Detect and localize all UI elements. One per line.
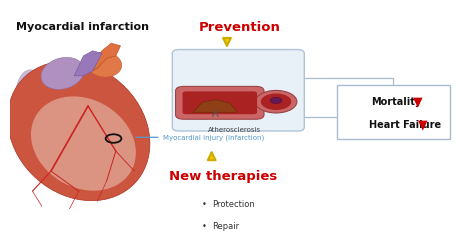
Text: Mortality: Mortality — [372, 97, 422, 107]
Text: Heart Failure: Heart Failure — [369, 120, 441, 130]
Text: Myocardial infarction: Myocardial infarction — [16, 22, 148, 32]
Text: ▼: ▼ — [413, 96, 422, 109]
Polygon shape — [93, 43, 120, 71]
Circle shape — [261, 93, 292, 110]
Text: •: • — [202, 200, 207, 209]
Text: ▼: ▼ — [418, 118, 427, 131]
FancyBboxPatch shape — [337, 85, 450, 139]
Polygon shape — [74, 51, 102, 76]
FancyBboxPatch shape — [175, 86, 264, 119]
Text: Repair: Repair — [212, 222, 239, 231]
Ellipse shape — [8, 61, 150, 201]
FancyBboxPatch shape — [173, 50, 304, 131]
FancyBboxPatch shape — [182, 91, 257, 114]
Text: Protection: Protection — [212, 200, 255, 209]
Text: New therapies: New therapies — [169, 170, 277, 183]
Ellipse shape — [15, 70, 59, 157]
Ellipse shape — [270, 97, 282, 104]
Ellipse shape — [87, 52, 122, 77]
Text: •: • — [202, 222, 207, 231]
Ellipse shape — [41, 57, 84, 89]
Ellipse shape — [31, 97, 136, 191]
Polygon shape — [193, 100, 237, 112]
Circle shape — [255, 90, 297, 113]
Text: Myocardial injury (infarction): Myocardial injury (infarction) — [163, 134, 264, 141]
Text: Prevention: Prevention — [199, 20, 281, 34]
Text: Atherosclerosis: Atherosclerosis — [208, 127, 261, 133]
